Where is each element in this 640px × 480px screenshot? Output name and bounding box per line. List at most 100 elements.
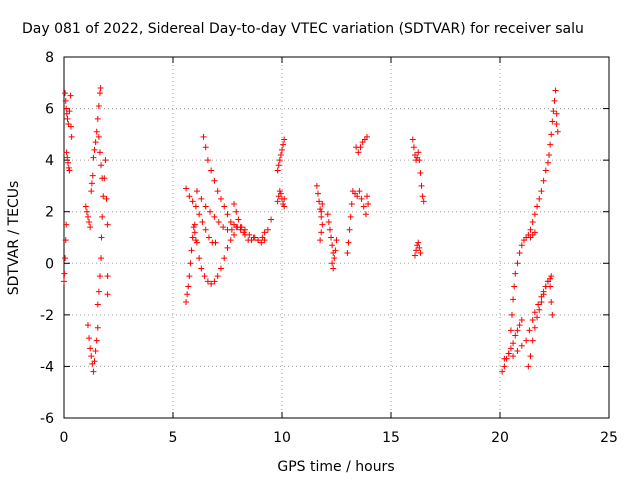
data-point — [279, 146, 285, 153]
data-point — [201, 273, 208, 280]
data-point — [360, 203, 367, 210]
data-point — [104, 221, 111, 228]
data-point — [62, 97, 69, 104]
data-point — [526, 327, 533, 334]
data-point — [415, 239, 422, 246]
data-point — [183, 185, 190, 192]
data-point — [420, 198, 427, 205]
data-point — [228, 226, 235, 233]
data-point — [264, 226, 271, 233]
data-point — [67, 92, 74, 99]
data-point — [514, 347, 521, 354]
data-point — [330, 265, 337, 272]
tickmarks — [63, 56, 610, 419]
data-point — [354, 193, 361, 200]
data-point — [93, 128, 100, 135]
data-point — [261, 229, 268, 236]
series-pass-24 — [525, 278, 556, 370]
data-point — [98, 234, 105, 241]
series-pass-13 — [274, 136, 288, 174]
data-point — [525, 363, 532, 370]
data-point — [510, 340, 517, 347]
data-point — [317, 206, 324, 213]
data-point — [548, 273, 555, 280]
data-point — [518, 242, 525, 249]
data-point — [419, 193, 426, 200]
series-pass-14 — [274, 188, 288, 210]
data-point — [97, 84, 104, 91]
data-point — [104, 273, 111, 280]
data-point — [364, 133, 371, 140]
data-point — [318, 213, 325, 220]
data-point — [200, 133, 207, 140]
data-point — [542, 167, 549, 174]
data-point — [93, 337, 100, 344]
data-point — [94, 324, 101, 331]
x-tick-label: 0 — [60, 430, 69, 446]
data-point — [364, 193, 371, 200]
data-point — [241, 231, 248, 238]
plot-frame — [63, 56, 610, 419]
data-point — [510, 296, 517, 303]
series-pass-09 — [191, 221, 238, 287]
series-pass-01 — [61, 149, 73, 285]
data-point — [241, 226, 248, 233]
data-point — [64, 154, 71, 161]
data-point — [212, 239, 219, 246]
data-point — [313, 182, 320, 189]
data-point — [413, 247, 420, 254]
data-point — [199, 219, 206, 226]
data-point — [553, 110, 560, 117]
x-tick-label: 15 — [382, 430, 400, 446]
data-point — [204, 157, 211, 164]
data-point — [358, 195, 365, 202]
data-point — [501, 355, 508, 362]
series-pass-05 — [90, 84, 106, 182]
chart-title: Day 081 of 2022, Sidereal Day-to-day VTE… — [22, 21, 584, 37]
data-point — [191, 221, 198, 228]
data-point — [188, 247, 195, 254]
data-point — [193, 239, 200, 246]
data-point — [551, 97, 558, 104]
data-point — [88, 353, 95, 360]
data-point — [511, 283, 518, 290]
data-point — [231, 231, 238, 238]
data-point — [96, 149, 103, 156]
data-point — [508, 311, 515, 318]
data-point — [90, 154, 97, 161]
data-point — [82, 203, 89, 210]
data-point — [316, 198, 323, 205]
data-point — [535, 301, 542, 308]
data-point — [318, 229, 325, 236]
data-point — [529, 337, 536, 344]
data-point — [92, 347, 99, 354]
data-point — [62, 90, 69, 97]
y-tick-labels: -6 -4 -2 0 2 4 6 8 — [40, 50, 54, 427]
y-axis-label: SDTVAR / TECUs — [6, 181, 22, 296]
data-point — [277, 151, 284, 158]
data-point — [184, 291, 191, 298]
data-point — [65, 164, 72, 171]
data-point — [274, 167, 281, 174]
data-point — [518, 342, 525, 349]
data-points — [61, 84, 561, 375]
data-point — [191, 229, 198, 236]
data-point — [193, 188, 200, 195]
data-point — [538, 188, 545, 195]
data-point — [280, 141, 287, 148]
data-point — [418, 182, 425, 189]
series-pass-15 — [313, 182, 326, 244]
data-point — [416, 244, 423, 251]
data-point — [214, 188, 221, 195]
data-point — [516, 249, 523, 256]
data-point — [207, 208, 214, 215]
data-point — [91, 358, 98, 365]
data-point — [348, 200, 355, 207]
data-point — [277, 190, 284, 197]
y-tick-label: 0 — [45, 256, 54, 272]
data-point — [235, 216, 242, 223]
data-point — [231, 200, 238, 207]
data-point — [274, 198, 281, 205]
data-point — [507, 345, 514, 352]
data-point — [280, 200, 287, 207]
